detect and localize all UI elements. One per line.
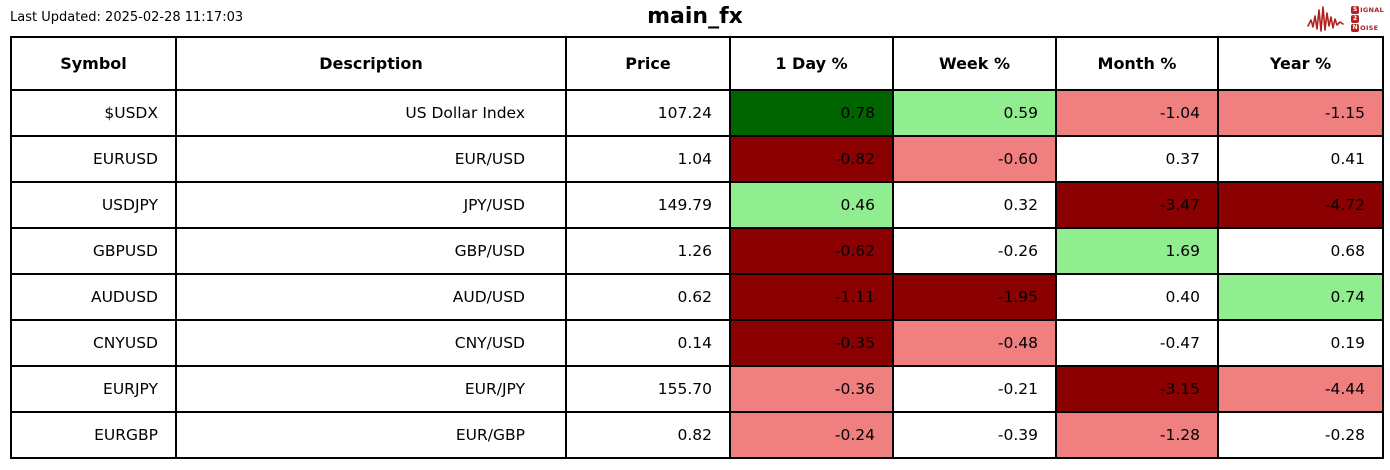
symbol-cell: GBPUSD: [10, 227, 177, 275]
price-cell: 0.14: [565, 319, 731, 367]
header-symbol: Symbol: [10, 36, 177, 91]
week-change-cell: -0.26: [892, 227, 1057, 275]
month-change-cell: -1.28: [1055, 411, 1219, 459]
table-row: GBPUSD GBP/USD 1.26 -0.62 -0.26 1.69 0.6…: [10, 227, 1384, 275]
year-change-cell: 0.19: [1217, 319, 1384, 367]
header-row: Symbol Description Price 1 Day % Week % …: [10, 36, 1384, 91]
page-title: main_fx: [647, 4, 743, 29]
logo-wordmark: S IGNAL 2 N OISE: [1351, 6, 1384, 32]
week-change-cell: -0.21: [892, 365, 1057, 413]
month-change-cell: 0.37: [1055, 135, 1219, 183]
price-cell: 0.82: [565, 411, 731, 459]
description-cell: US Dollar Index: [175, 89, 567, 137]
table-row: CNYUSD CNY/USD 0.14 -0.35 -0.48 -0.47 0.…: [10, 319, 1384, 367]
symbol-cell: AUDUSD: [10, 273, 177, 321]
description-cell: EUR/USD: [175, 135, 567, 183]
table-row: EURUSD EUR/USD 1.04 -0.82 -0.60 0.37 0.4…: [10, 135, 1384, 183]
symbol-cell: USDJPY: [10, 181, 177, 229]
description-cell: EUR/GBP: [175, 411, 567, 459]
year-change-cell: 0.74: [1217, 273, 1384, 321]
price-cell: 1.26: [565, 227, 731, 275]
header-price: Price: [565, 36, 731, 91]
year-change-cell: 0.41: [1217, 135, 1384, 183]
day-change-cell: -0.35: [729, 319, 894, 367]
logo-rest-ignal: IGNAL: [1360, 6, 1384, 14]
day-change-cell: -1.11: [729, 273, 894, 321]
year-change-cell: 0.68: [1217, 227, 1384, 275]
year-change-cell: -0.28: [1217, 411, 1384, 459]
price-cell: 1.04: [565, 135, 731, 183]
header-description: Description: [175, 36, 567, 91]
year-change-cell: -4.44: [1217, 365, 1384, 413]
year-change-cell: -4.72: [1217, 181, 1384, 229]
table-row: EURJPY EUR/JPY 155.70 -0.36 -0.21 -3.15 …: [10, 365, 1384, 413]
header-year: Year %: [1217, 36, 1384, 91]
waveform-icon: [1307, 6, 1344, 32]
week-change-cell: -0.39: [892, 411, 1057, 459]
month-change-cell: -3.47: [1055, 181, 1219, 229]
day-change-cell: -0.82: [729, 135, 894, 183]
logo-badge-n: N: [1351, 24, 1360, 32]
description-cell: GBP/USD: [175, 227, 567, 275]
day-change-cell: -0.24: [729, 411, 894, 459]
day-change-cell: 0.78: [729, 89, 894, 137]
table-row: EURGBP EUR/GBP 0.82 -0.24 -0.39 -1.28 -0…: [10, 411, 1384, 459]
price-cell: 155.70: [565, 365, 731, 413]
fx-table: Symbol Description Price 1 Day % Week % …: [10, 36, 1384, 459]
description-cell: AUD/USD: [175, 273, 567, 321]
table-header: Symbol Description Price 1 Day % Week % …: [10, 36, 1384, 91]
month-change-cell: -3.15: [1055, 365, 1219, 413]
symbol-cell: EURUSD: [10, 135, 177, 183]
month-change-cell: -0.47: [1055, 319, 1219, 367]
description-cell: EUR/JPY: [175, 365, 567, 413]
price-cell: 149.79: [565, 181, 731, 229]
symbol-cell: CNYUSD: [10, 319, 177, 367]
price-cell: 107.24: [565, 89, 731, 137]
header-1day: 1 Day %: [729, 36, 894, 91]
symbol-cell: $USDX: [10, 89, 177, 137]
table-body: $USDX US Dollar Index 107.24 0.78 0.59 -…: [10, 89, 1384, 459]
table-row: USDJPY JPY/USD 149.79 0.46 0.32 -3.47 -4…: [10, 181, 1384, 229]
week-change-cell: -0.48: [892, 319, 1057, 367]
day-change-cell: -0.62: [729, 227, 894, 275]
symbol-cell: EURJPY: [10, 365, 177, 413]
price-cell: 0.62: [565, 273, 731, 321]
logo-badge-2: 2: [1351, 15, 1360, 23]
day-change-cell: 0.46: [729, 181, 894, 229]
week-change-cell: -1.95: [892, 273, 1057, 321]
signal2noise-logo: S IGNAL 2 N OISE: [1307, 4, 1384, 34]
logo-rest-oise: OISE: [1360, 24, 1379, 32]
header-week: Week %: [892, 36, 1057, 91]
week-change-cell: -0.60: [892, 135, 1057, 183]
month-change-cell: 0.40: [1055, 273, 1219, 321]
table-row: $USDX US Dollar Index 107.24 0.78 0.59 -…: [10, 89, 1384, 137]
year-change-cell: -1.15: [1217, 89, 1384, 137]
last-updated-text: Last Updated: 2025-02-28 11:17:03: [10, 10, 244, 25]
week-change-cell: 0.32: [892, 181, 1057, 229]
table-row: AUDUSD AUD/USD 0.62 -1.11 -1.95 0.40 0.7…: [10, 273, 1384, 321]
logo-badge-s: S: [1351, 6, 1360, 14]
description-cell: JPY/USD: [175, 181, 567, 229]
month-change-cell: 1.69: [1055, 227, 1219, 275]
day-change-cell: -0.36: [729, 365, 894, 413]
symbol-cell: EURGBP: [10, 411, 177, 459]
week-change-cell: 0.59: [892, 89, 1057, 137]
month-change-cell: -1.04: [1055, 89, 1219, 137]
description-cell: CNY/USD: [175, 319, 567, 367]
header-month: Month %: [1055, 36, 1219, 91]
